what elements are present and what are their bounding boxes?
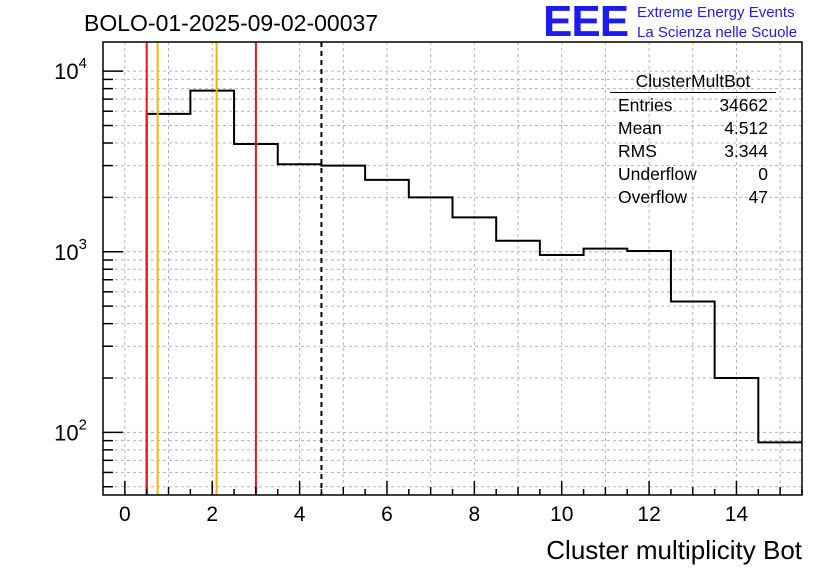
histogram-line	[145, 89, 802, 495]
stats-label: Underflow	[618, 164, 697, 184]
stats-box-title: ClusterMultBot	[610, 70, 776, 93]
x-tick-label: 0	[119, 503, 131, 526]
histogram-series	[145, 89, 802, 495]
stats-row-underflow: Underflow 0	[610, 163, 776, 186]
grid-lines	[103, 42, 802, 495]
logo-line-1: Extreme Energy Events	[637, 4, 795, 21]
stats-row-mean: Mean 4.512	[610, 117, 776, 140]
axis-ticks	[103, 70, 803, 495]
logo-line-2: La Scienza nelle Scuole	[637, 24, 798, 41]
stats-box: ClusterMultBot Entries 34662 Mean 4.512 …	[610, 70, 776, 209]
stats-value: 0	[758, 164, 768, 184]
eee-logo: EEE	[543, 0, 629, 46]
x-tick-label: 14	[725, 503, 749, 526]
stats-value: 47	[748, 187, 768, 207]
x-tick-label: 12	[637, 503, 660, 526]
tick-labels: 0 2 4 6 8 10 12 14 102 103 104	[54, 55, 748, 526]
stats-label: Entries	[618, 95, 673, 115]
x-tick-label: 2	[206, 503, 218, 526]
marker-lines	[145, 42, 323, 495]
stats-label: Overflow	[618, 187, 688, 207]
stats-row-entries: Entries 34662	[610, 94, 776, 117]
stats-value: 4.512	[724, 118, 768, 138]
stats-value: 34662	[719, 95, 768, 115]
x-tick-label: 4	[294, 503, 306, 526]
stats-label: RMS	[618, 141, 657, 161]
stats-row-overflow: Overflow 47	[610, 186, 776, 209]
y-tick-label: 104	[54, 55, 87, 84]
x-tick-label: 10	[550, 503, 573, 526]
y-tick-label: 103	[54, 236, 87, 265]
x-axis-label: Cluster multiplicity Bot	[546, 535, 802, 565]
stats-row-rms: RMS 3.344	[610, 140, 776, 163]
chart-title: BOLO-01-2025-09-02-00037	[84, 10, 379, 36]
stats-value: 3.344	[724, 141, 768, 161]
x-tick-label: 8	[469, 503, 481, 526]
y-tick-label: 102	[54, 416, 87, 445]
stats-label: Mean	[618, 118, 662, 138]
x-tick-label: 6	[381, 503, 393, 526]
